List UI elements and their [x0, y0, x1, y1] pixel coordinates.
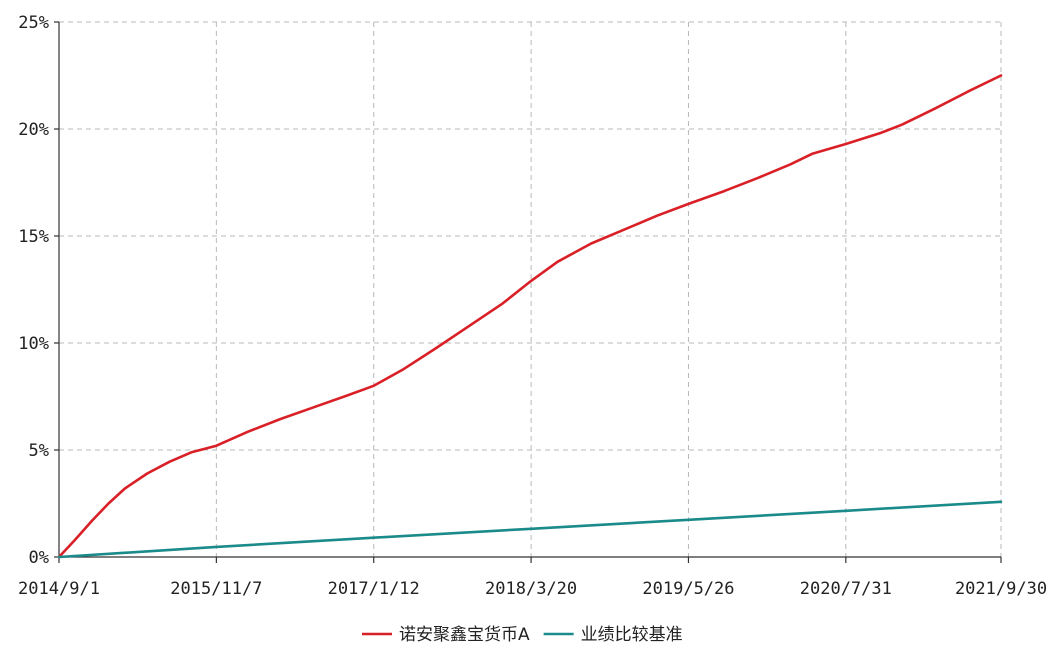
x-tick-label: 2020/7/31 [800, 579, 892, 599]
series-layer [57, 74, 1003, 559]
grid [59, 21, 1002, 557]
x-tick-label: 2014/9/1 [18, 579, 100, 599]
series-line-2 [57, 500, 1003, 559]
y-tick-label: 25% [18, 13, 49, 33]
legend-label: 业绩比较基准 [581, 625, 683, 645]
y-tick-label: 0% [29, 548, 49, 568]
y-tick-label: 20% [18, 120, 49, 140]
y-tick-label: 5% [29, 441, 49, 461]
x-tick-label: 2018/3/20 [485, 579, 577, 599]
x-tick-label: 2021/9/30 [955, 579, 1047, 599]
series-line-1 [57, 74, 1003, 559]
legend: 诺安聚鑫宝货币A 业绩比较基准 [362, 625, 683, 645]
x-tick-label: 2015/11/7 [170, 579, 262, 599]
legend-label: 诺安聚鑫宝货币A [399, 625, 530, 645]
x-tick-label: 2017/1/12 [328, 579, 420, 599]
y-tick-label: 10% [18, 334, 49, 354]
axes: 0% 5% 10% 15% 20% 25% 2014/9/1 2015/11/7 2017/1/… [18, 13, 1047, 599]
y-tick-label: 15% [18, 227, 49, 247]
x-tick-label: 2019/5/26 [642, 579, 734, 599]
